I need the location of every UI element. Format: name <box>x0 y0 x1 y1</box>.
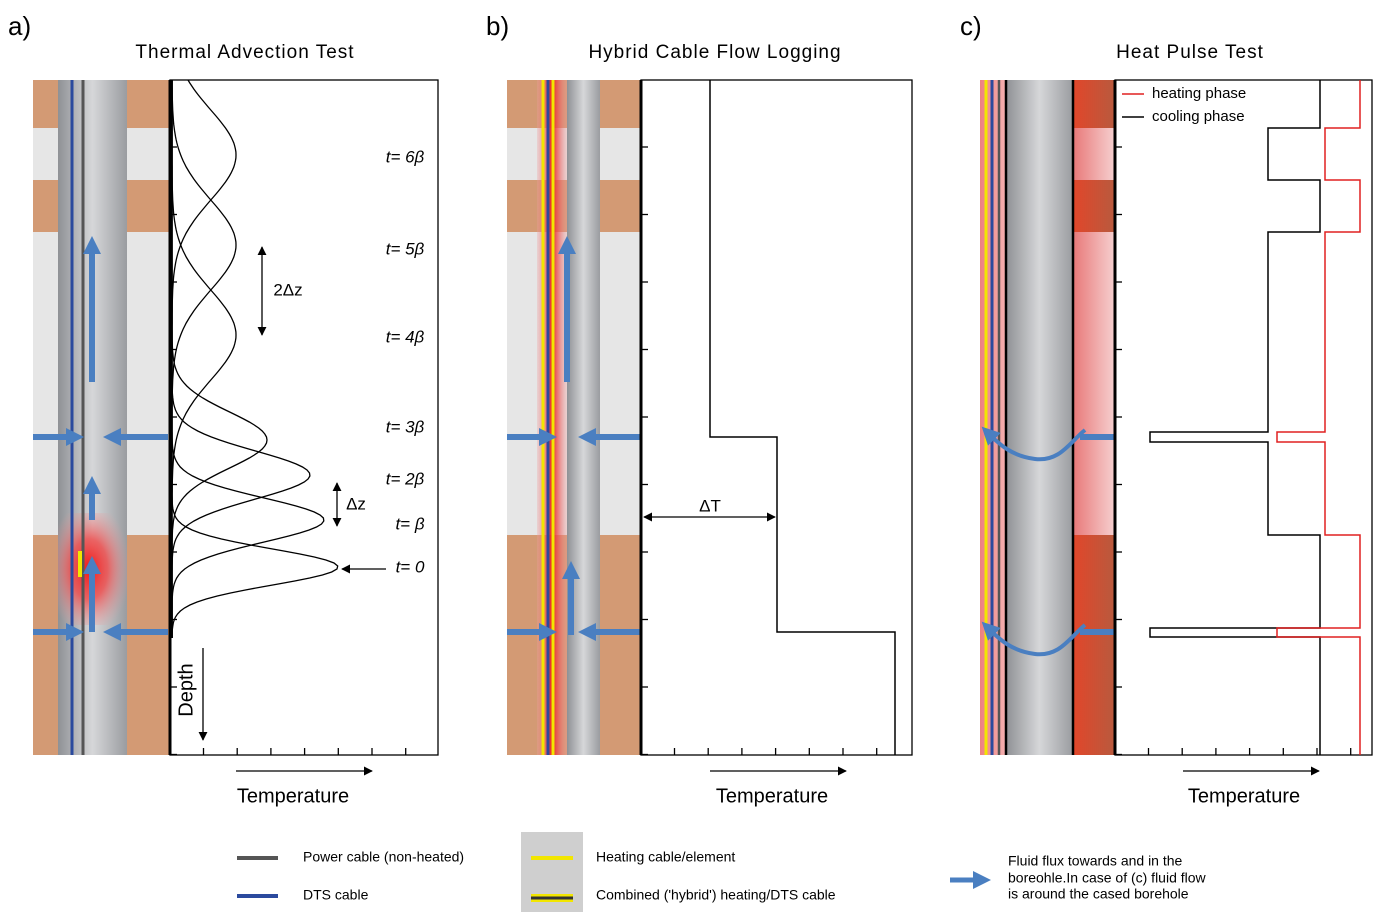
right-heated-zone <box>1073 180 1115 232</box>
legend-text: Heating cable/element <box>596 849 735 865</box>
time-label: t= 2β <box>386 469 425 488</box>
panel-label: b) <box>486 11 509 41</box>
cooling-profile <box>1149 80 1321 755</box>
legend-text: Fluid flux towards and in the <box>1008 853 1183 869</box>
annotation: 2Δz <box>273 280 302 299</box>
temperature-profile <box>709 80 896 755</box>
borehole <box>58 80 127 755</box>
time-label: t= 0 <box>396 557 425 576</box>
right-heated-zone <box>1073 232 1115 535</box>
panel-label: c) <box>960 11 982 41</box>
axis-label: Temperature <box>237 785 349 807</box>
flux-arrow <box>981 426 1087 462</box>
plot-frame <box>169 79 439 756</box>
annotation: ΔT <box>699 496 721 515</box>
legend-text: DTS cable <box>303 887 369 903</box>
time-label: t= 3β <box>386 417 425 436</box>
panel-title: Hybrid Cable Flow Logging <box>588 42 841 63</box>
diagram-shapes <box>33 79 1373 776</box>
time-label: t= 6β <box>386 147 425 166</box>
plot-frame <box>1114 79 1373 756</box>
borehole <box>1006 80 1073 755</box>
plot-frame <box>640 79 913 756</box>
panel-title: Heat Pulse Test <box>1116 42 1264 63</box>
panel-title: Thermal Advection Test <box>135 42 354 63</box>
right-heated-zone <box>1073 80 1115 128</box>
axis-label: Temperature <box>1188 785 1300 807</box>
axis-label: Temperature <box>716 785 828 807</box>
temperature-profile <box>171 80 339 638</box>
legend-text: is around the cased borehole <box>1008 886 1189 902</box>
annotation: Δz <box>346 494 366 513</box>
legend-text: cooling phase <box>1152 108 1245 125</box>
heating-profile <box>1276 80 1361 755</box>
panel-label: a) <box>8 11 31 41</box>
time-label: t= β <box>395 514 424 533</box>
borehole <box>567 80 600 755</box>
depth-label: Depth <box>175 663 197 716</box>
legend-text: heating phase <box>1152 85 1246 102</box>
time-label: t= 5β <box>386 239 425 258</box>
right-heated-zone <box>1073 128 1115 180</box>
right-heated-zone <box>1073 535 1115 755</box>
time-label: t= 4β <box>386 327 425 346</box>
legend-text: boreohle.In case of (c) fluid flow <box>1008 870 1207 886</box>
legend-text: Power cable (non-heated) <box>303 849 464 865</box>
flux-arrow <box>981 621 1087 657</box>
legend-text: Combined ('hybrid') heating/DTS cable <box>596 887 836 903</box>
